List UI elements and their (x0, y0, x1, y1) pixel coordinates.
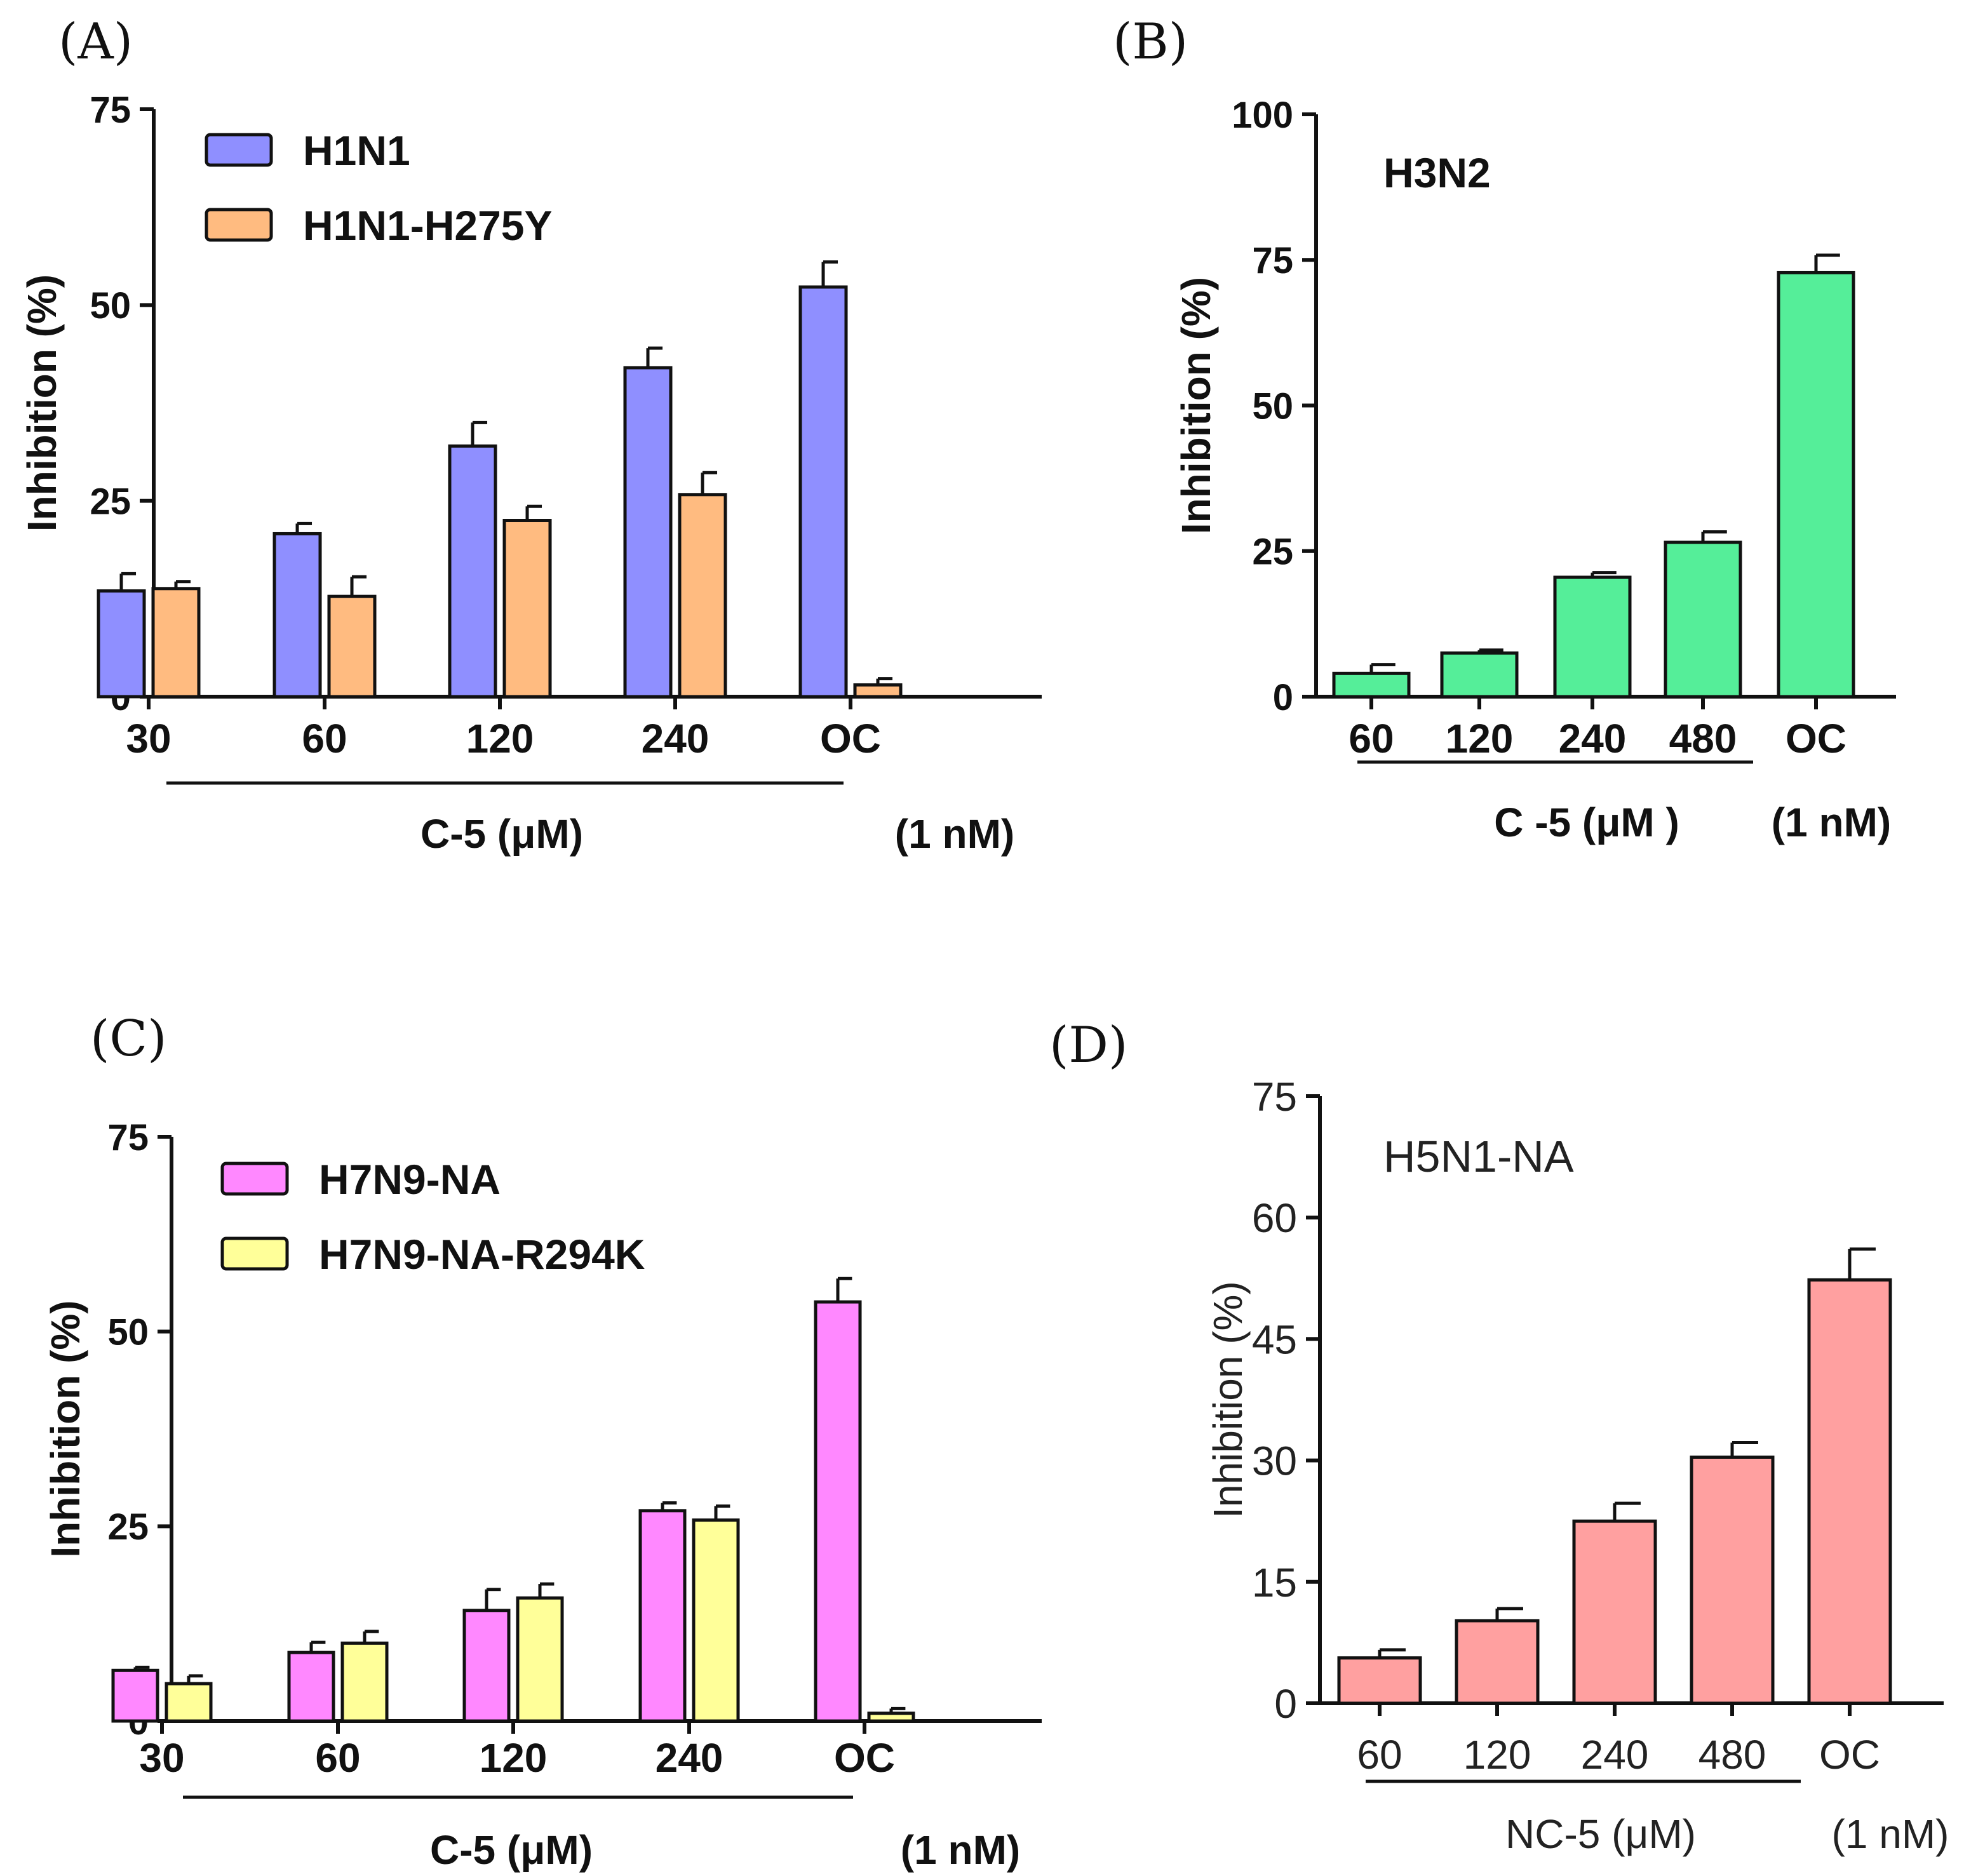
bar-h3n2-120 (1440, 651, 1519, 699)
bar-h1n1-120 (448, 444, 497, 699)
bar-h7n9-na-r294k-60 (340, 1641, 389, 1723)
group-label: C-5 (μM) (430, 1827, 593, 1873)
bar-h3n2-480 (1664, 540, 1742, 699)
bar-h7n9-na-oc (814, 1300, 862, 1723)
x-tick-label: 240 (1581, 1732, 1649, 1778)
legend-swatch (220, 1236, 289, 1271)
panel-c-label: (C) (90, 1010, 167, 1068)
y-tick-label: 100 (1232, 95, 1293, 136)
y-axis-label: Inhibition (%) (19, 274, 65, 532)
legend-swatch (220, 1162, 289, 1196)
x-tick-label: 240 (1559, 716, 1627, 761)
y-tick-label: 25 (107, 1506, 149, 1548)
bar-h7n9-na-r294k-120 (516, 1596, 564, 1723)
panel-c: (C) 0255075Inhibition (%)3060120240OCC-5… (43, 1010, 1042, 1873)
bar-h1n1-60 (272, 532, 322, 699)
bar-h7n9-na-r294k-oc (867, 1712, 915, 1723)
bar-h3n2-60 (1332, 671, 1411, 699)
oc-concentration-label: (1 nM) (901, 1827, 1020, 1873)
x-tick-label: 120 (1463, 1732, 1531, 1778)
panel-b: (B) 0 25 50 75 100 Inhibition (%) 60 120 240 480 O… (1113, 13, 1896, 845)
panel-a: (A) 0255075Inhibition (%)3060120240OCC-5… (19, 13, 1042, 857)
y-tick-label: 25 (90, 481, 131, 523)
y-tick-label: 50 (90, 285, 131, 326)
bar-h1n1-oc (798, 285, 848, 699)
y-tick-label: 75 (107, 1117, 149, 1158)
panel-d-label: (D) (1049, 1017, 1127, 1074)
bar-h1n1-h275y-60 (327, 594, 377, 699)
bar-h5n1-na-oc (1807, 1278, 1892, 1705)
x-tick-label: 480 (1669, 716, 1737, 761)
y-tick-label: 30 (1252, 1438, 1297, 1484)
bar-h1n1-h275y-240 (678, 493, 727, 699)
y-axis-label: Inhibition (%) (1205, 1281, 1251, 1518)
x-tick-label: OC (820, 716, 881, 761)
group-label: C -5 (μM ) (1494, 800, 1679, 845)
bar-h1n1-h275y-120 (502, 519, 552, 699)
bar-h5n1-na-240 (1572, 1519, 1657, 1705)
bar-h7n9-na-r294k-240 (692, 1518, 740, 1723)
x-tick-label: 30 (139, 1735, 184, 1781)
y-tick-label: 45 (1252, 1317, 1297, 1362)
x-tick-label: 60 (302, 716, 347, 761)
x-tick-label: 60 (1357, 1732, 1402, 1778)
x-tick-label: 240 (642, 716, 710, 761)
y-tick-label: 50 (1252, 385, 1293, 427)
x-tick-label: 120 (466, 716, 534, 761)
bar-h7n9-na-120 (462, 1609, 511, 1723)
y-tick-label: 0 (1274, 1681, 1297, 1727)
x-tick-label: 30 (126, 716, 171, 761)
y-tick-label: 75 (1252, 1074, 1297, 1120)
x-tick-label: 60 (1349, 716, 1394, 761)
y-axis-label: Inhibition (%) (43, 1300, 88, 1557)
bar-h5n1-na-480 (1690, 1456, 1775, 1705)
bar-h1n1-240 (623, 366, 673, 699)
bar-h5n1-na-60 (1337, 1656, 1422, 1705)
y-tick-label: 75 (90, 90, 131, 131)
x-tick-label: 480 (1698, 1732, 1766, 1778)
oc-concentration-label: (1 nM) (1772, 800, 1891, 845)
x-tick-label: 60 (315, 1735, 360, 1781)
legend-swatch (205, 208, 273, 242)
bar-h7n9-na-r294k-30 (165, 1682, 213, 1723)
x-tick-label: OC (834, 1735, 895, 1781)
x-tick-label: OC (1819, 1732, 1880, 1778)
bar-h7n9-na-240 (638, 1509, 687, 1723)
x-tick-label: 120 (480, 1735, 548, 1781)
bar-h1n1-h275y-oc (853, 683, 903, 699)
bar-h7n9-na-60 (287, 1651, 335, 1723)
bar-h1n1-h275y-30 (151, 587, 201, 699)
legend-label: H1N1-H275Y (303, 202, 553, 249)
x-tick-label: 120 (1446, 716, 1514, 761)
oc-concentration-label: (1 nM) (1832, 1811, 1949, 1857)
legend-label: H1N1 (303, 127, 410, 174)
bar-h5n1-na-120 (1455, 1619, 1540, 1705)
legend-label: H7N9-NA-R294K (319, 1231, 645, 1278)
x-tick-label: OC (1786, 716, 1846, 761)
panel-a-label: (A) (58, 13, 133, 70)
group-label: C-5 (μM) (420, 811, 583, 857)
legend-swatch (205, 133, 273, 167)
y-tick-label: 60 (1252, 1195, 1297, 1241)
y-tick-label: 50 (107, 1312, 149, 1353)
y-axis-label: Inhibition (%) (1173, 277, 1219, 534)
bar-h3n2-oc (1777, 271, 1855, 699)
y-tick-label: 15 (1252, 1560, 1297, 1605)
oc-concentration-label: (1 nM) (895, 811, 1014, 857)
group-label: NC-5 (μM) (1505, 1811, 1696, 1857)
legend-label: H7N9-NA (319, 1156, 501, 1203)
y-tick-label: 25 (1252, 532, 1293, 573)
bar-h3n2-240 (1553, 575, 1632, 699)
y-tick-label: 0 (1273, 677, 1293, 718)
chart-title: H3N2 (1383, 149, 1491, 196)
bar-h1n1-30 (97, 589, 146, 699)
y-tick-label: 75 (1252, 240, 1293, 281)
x-tick-label: 240 (656, 1735, 723, 1781)
chart-title: H5N1-NA (1383, 1132, 1574, 1181)
bar-h7n9-na-30 (111, 1668, 159, 1723)
panel-b-label: (B) (1113, 13, 1188, 70)
